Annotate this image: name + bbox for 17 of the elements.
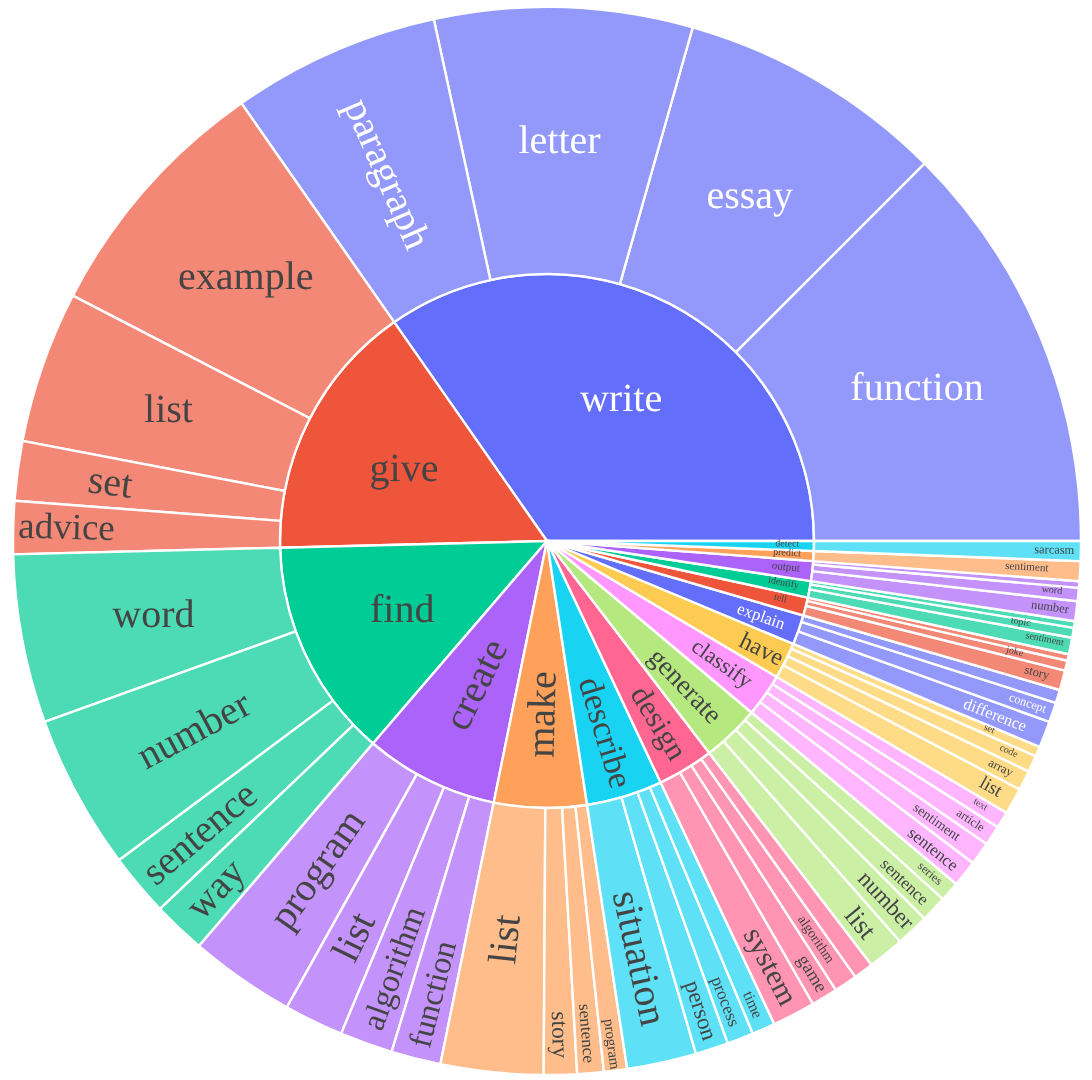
slice-label: write	[579, 376, 663, 421]
slice-label: set	[85, 458, 137, 508]
slice-label: list	[481, 911, 531, 966]
slice-label: give	[369, 446, 439, 491]
slice-label: story	[545, 1011, 573, 1059]
slice-label: example	[178, 255, 314, 300]
slice-label: sentence	[574, 1003, 600, 1064]
slice-label: make	[519, 670, 566, 759]
slice-label: advice	[17, 505, 116, 549]
slice-label: letter	[518, 118, 602, 163]
slice-label: function	[850, 365, 984, 410]
slice-label: word	[112, 592, 195, 637]
slice-label: list	[144, 388, 194, 433]
slice-label: find	[370, 587, 435, 632]
slice-label: create	[435, 632, 518, 738]
slice-label: list	[975, 773, 1006, 803]
slice-label: essay	[706, 173, 794, 218]
